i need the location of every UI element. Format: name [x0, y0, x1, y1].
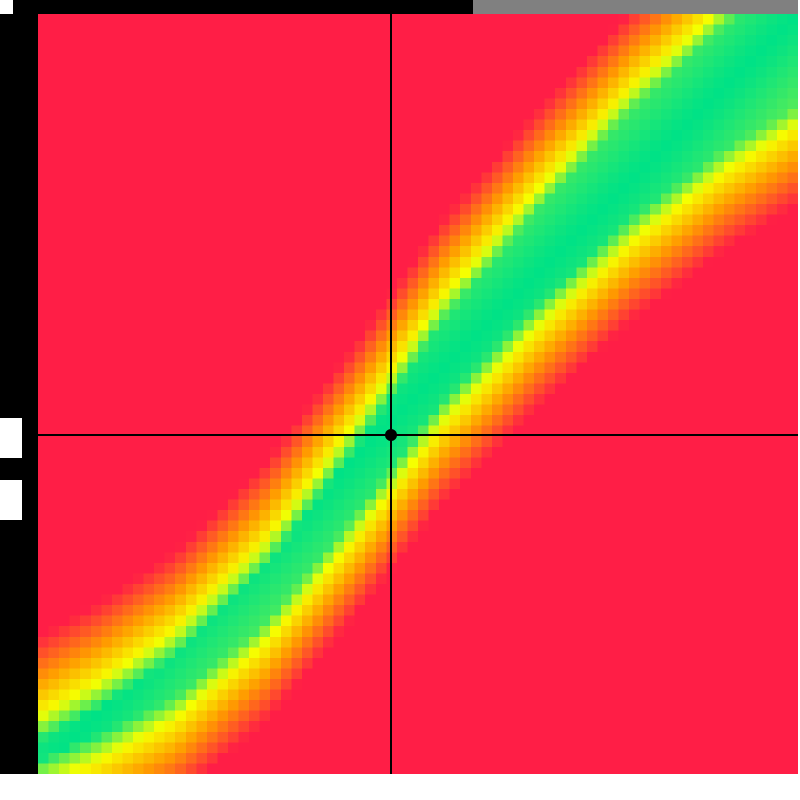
top-black-bar	[13, 0, 473, 14]
x-axis-line	[38, 434, 798, 436]
chart-stage	[0, 0, 800, 800]
left-black-bar	[0, 14, 38, 774]
origin-marker	[385, 429, 397, 441]
heatmap-plot	[38, 14, 798, 774]
y-axis-line	[390, 14, 392, 774]
left-tick	[0, 480, 22, 520]
left-tick	[0, 418, 22, 458]
top-gray-bar	[473, 0, 798, 14]
